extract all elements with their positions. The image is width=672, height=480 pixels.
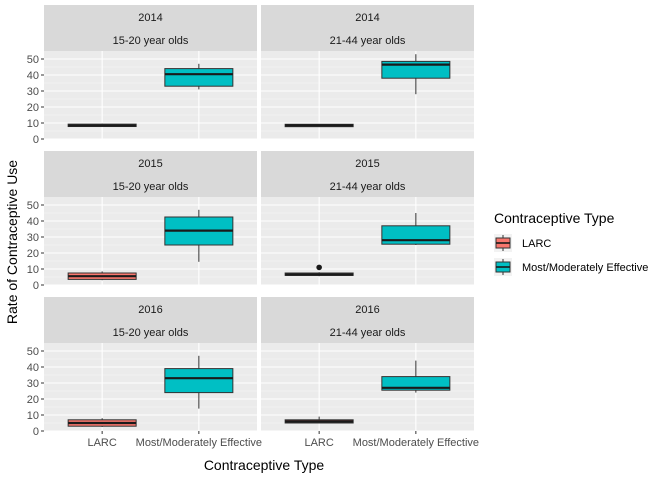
strip-age-label: 15-20 year olds: [113, 35, 189, 47]
y-tick-label: 50: [27, 54, 39, 66]
y-tick-label: 20: [27, 394, 39, 406]
y-tick-label: 50: [27, 346, 39, 358]
box-larc: [67, 123, 137, 128]
strip-age-bg: [261, 28, 474, 51]
strip-year-label: 2015: [355, 158, 379, 170]
box-larc: [284, 123, 354, 128]
y-tick-label: 30: [27, 232, 39, 244]
strip-year-bg: [44, 297, 257, 320]
legend-label: Most/Moderately Effective: [522, 262, 648, 274]
legend: Contraceptive Type LARC Most/Moderately Ef…: [494, 210, 648, 276]
strip-age-bg: [261, 174, 474, 197]
box-iqr: [164, 368, 234, 394]
strip-year-label: 2015: [138, 158, 162, 170]
x-tick-label: Most/Moderately Effective: [353, 437, 479, 449]
strip-age-label: 21-44 year olds: [330, 181, 406, 193]
y-tick-label: 40: [27, 70, 39, 82]
box-iqr: [164, 68, 234, 87]
strip-year-label: 2016: [138, 304, 162, 316]
x-axis-title: Contraceptive Type: [204, 457, 325, 473]
strip-age-bg: [261, 320, 474, 343]
box-larc: [284, 264, 354, 277]
strip-age-label: 21-44 year olds: [330, 35, 406, 47]
strip-age-label: 15-20 year olds: [113, 181, 189, 193]
strip-year-bg: [261, 5, 474, 28]
y-tick-label: 10: [27, 118, 39, 130]
y-tick-label: 40: [27, 362, 39, 374]
box-most-moderately-effective: [381, 360, 451, 393]
strip-age-label: 21-44 year olds: [330, 327, 406, 339]
strip-age-bg: [44, 28, 257, 51]
facet-panel: 2014 15-20 year olds: [44, 5, 257, 140]
y-tick-label: 20: [27, 102, 39, 114]
strip-year-bg: [261, 297, 474, 320]
y-tick-label: 40: [27, 216, 39, 228]
y-tick-label: 30: [27, 378, 39, 390]
strip-age-bg: [44, 174, 257, 197]
y-tick-label: 20: [27, 248, 39, 260]
x-tick-label: Most/Moderately Effective: [136, 437, 262, 449]
strip-year-bg: [261, 151, 474, 174]
y-tick-label: 0: [33, 280, 39, 292]
box-larc: [284, 416, 354, 424]
strip-year-bg: [44, 5, 257, 28]
y-tick-label: 0: [33, 134, 39, 146]
strip-year-label: 2014: [355, 12, 379, 24]
facet-panel: 2016 21-44 year olds: [261, 297, 474, 432]
strip-year-label: 2016: [355, 304, 379, 316]
outlier-point: [316, 264, 322, 271]
box-most-moderately-effective: [164, 209, 234, 262]
axes: 0 10 20 30 40 50 0 10 20 30 40 50 0 10 20 30 40 50 LARC Mos…: [4, 54, 479, 473]
legend-key: Most/Moderately Effective: [494, 258, 648, 276]
x-tick-label: LARC: [304, 437, 333, 449]
y-tick-label: 10: [27, 410, 39, 422]
strip-year-bg: [44, 151, 257, 174]
legend-label: LARC: [522, 238, 551, 250]
box-most-moderately-effective: [381, 54, 451, 95]
facet-panel: 2015 21-44 year olds: [261, 151, 474, 286]
box-most-moderately-effective: [381, 213, 451, 245]
y-tick-label: 50: [27, 200, 39, 212]
box-iqr: [381, 225, 451, 245]
facet-panel: 2014 21-44 year olds: [261, 5, 474, 140]
box-most-moderately-effective: [164, 355, 234, 409]
strip-age-bg: [44, 320, 257, 343]
strip-age-label: 15-20 year olds: [113, 327, 189, 339]
strip-year-label: 2014: [138, 12, 162, 24]
legend-title: Contraceptive Type: [494, 210, 615, 226]
y-tick-label: 30: [27, 86, 39, 98]
y-axis-title: Rate of Contraceptive Use: [4, 160, 20, 324]
y-tick-label: 10: [27, 264, 39, 276]
facet-panel: 2015 15-20 year olds: [44, 151, 257, 286]
box-larc: [67, 271, 137, 281]
box-most-moderately-effective: [164, 63, 234, 90]
x-tick-label: LARC: [87, 437, 116, 449]
y-tick-label: 0: [33, 426, 39, 438]
legend-key: LARC: [494, 234, 551, 252]
box-larc: [67, 418, 137, 427]
facet-panel: 2016 15-20 year olds: [44, 297, 257, 432]
